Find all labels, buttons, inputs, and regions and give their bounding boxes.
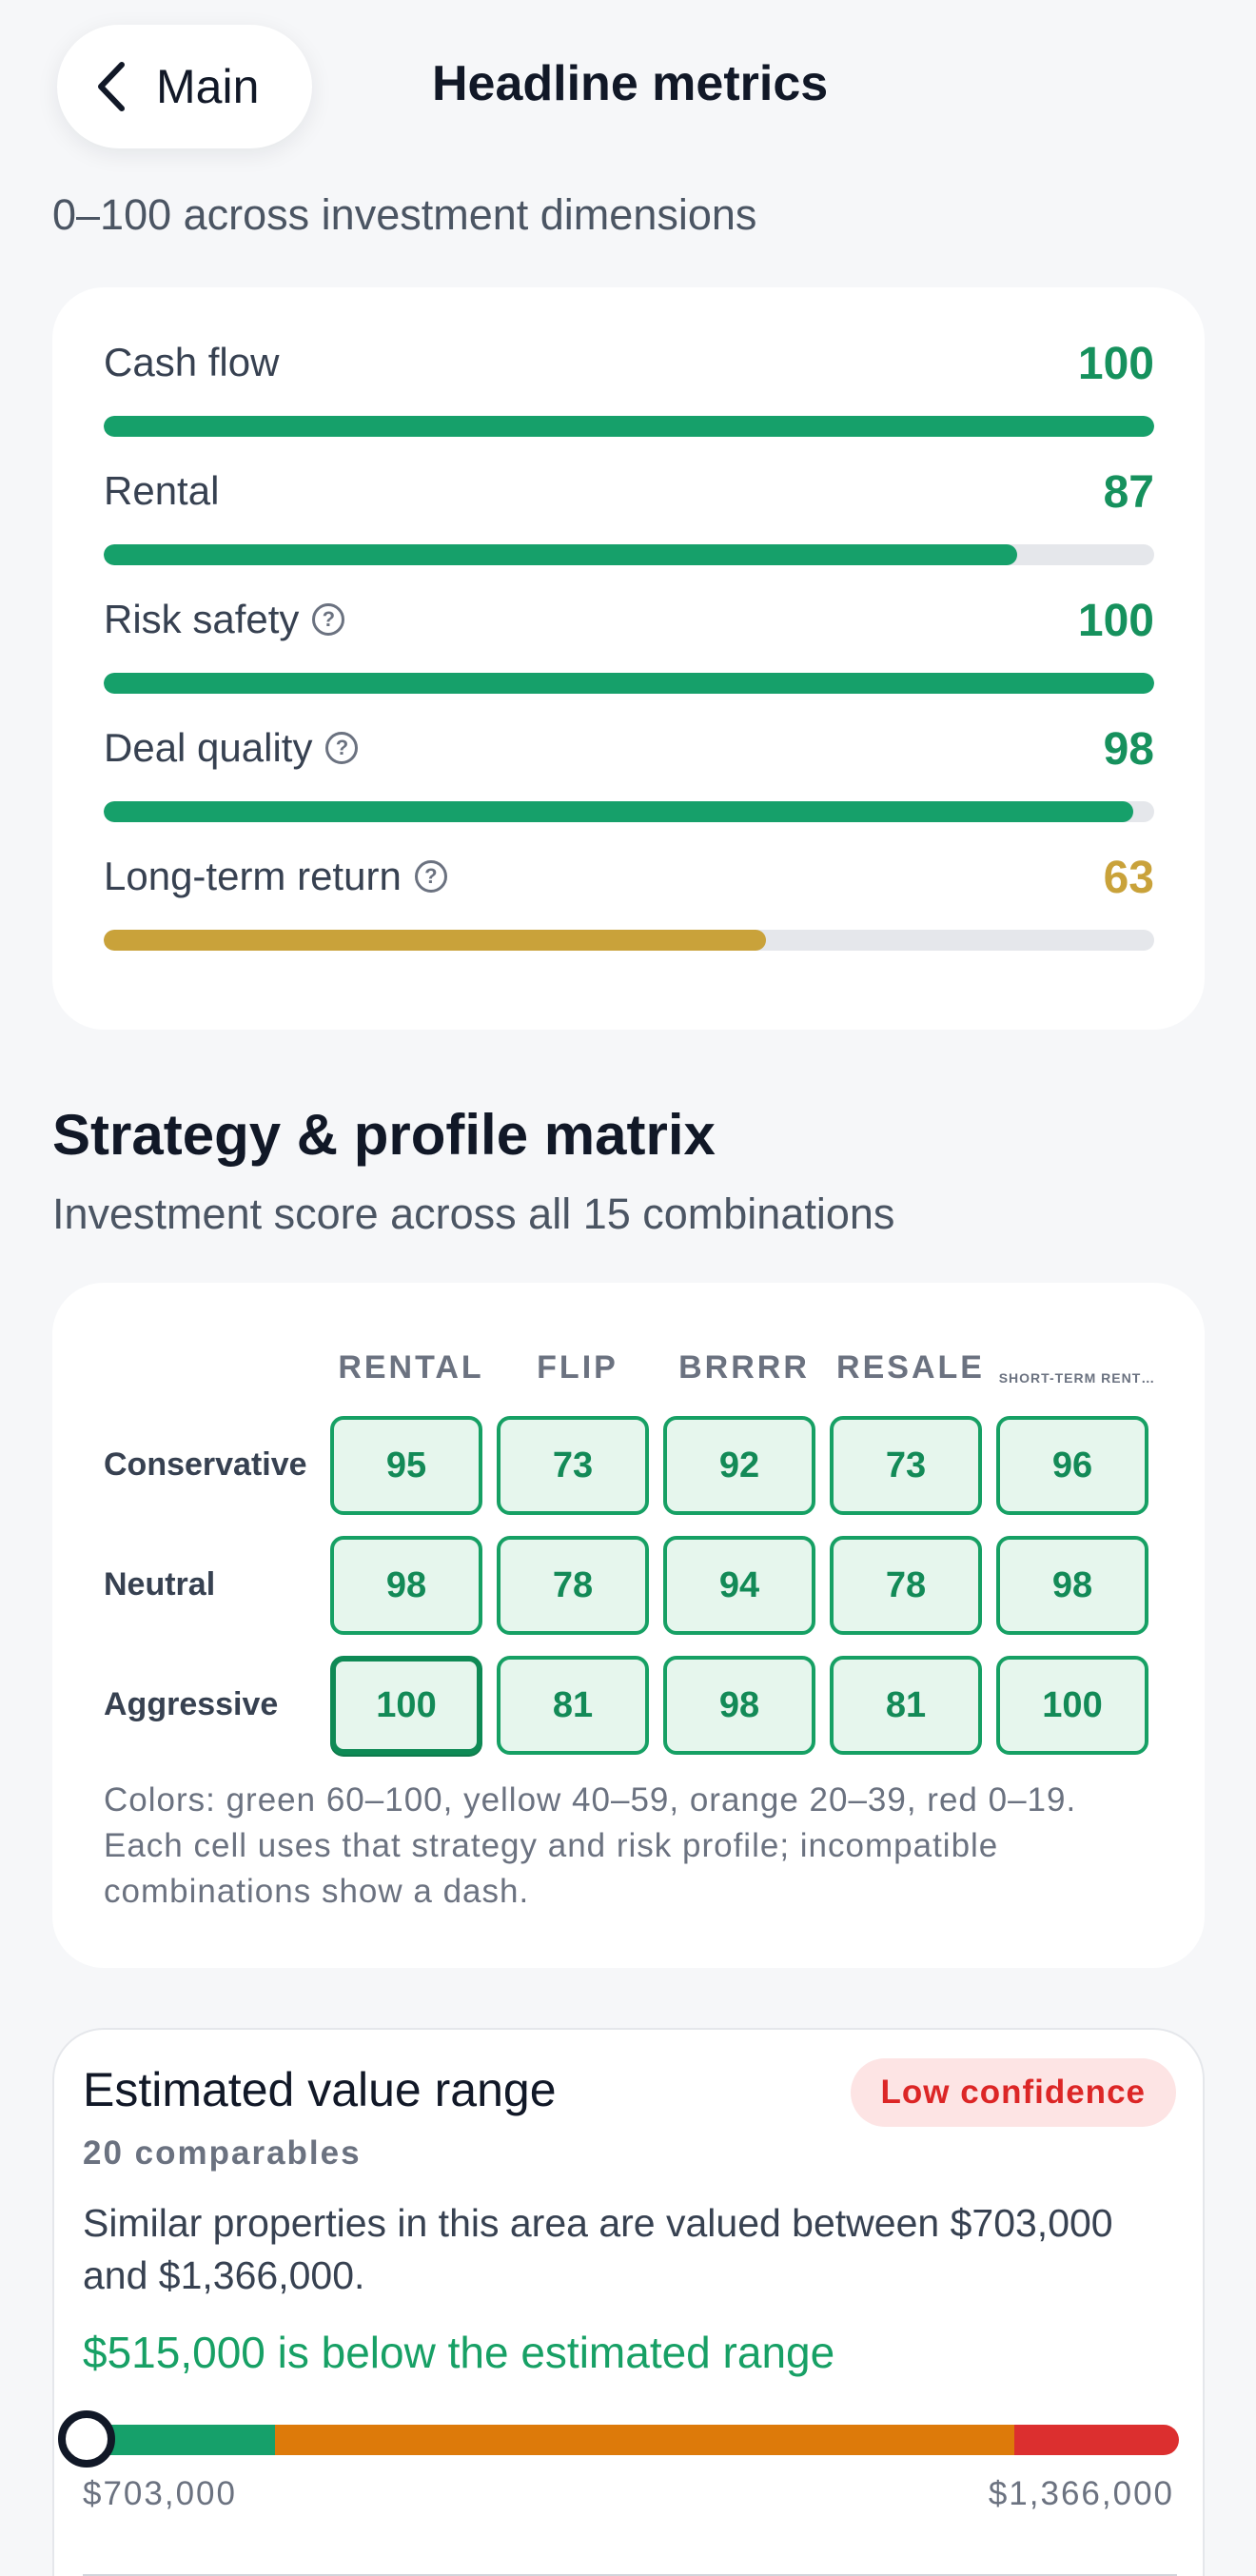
metric-value: 100 xyxy=(1077,596,1154,646)
page-subtitle: 0–100 across investment dimensions xyxy=(52,190,757,239)
metric-track xyxy=(104,416,1154,437)
matrix-title: Strategy & profile matrix xyxy=(52,1103,716,1167)
matrix-cell[interactable]: 98 xyxy=(663,1656,815,1755)
metric-name: Risk safety xyxy=(104,597,300,641)
value-range-title: Estimated value range xyxy=(83,2063,557,2116)
metric-name: Rental xyxy=(104,468,220,513)
confidence-badge: Low confidence xyxy=(850,2058,1176,2127)
matrix-cell[interactable]: 73 xyxy=(830,1416,982,1515)
range-segment xyxy=(274,2425,1015,2455)
matrix-legend-note: Colors: green 60–100, yellow 40–59, oran… xyxy=(104,1781,1077,1910)
metric-track xyxy=(104,801,1154,822)
metric-track xyxy=(104,930,1154,951)
matrix-cell[interactable]: 98 xyxy=(996,1536,1148,1635)
row-header-aggressive: Aggressive xyxy=(104,1686,279,1722)
metric-value: 87 xyxy=(1103,467,1154,518)
col-header-rental: RENTAL xyxy=(338,1349,484,1386)
back-button-label: Main xyxy=(156,60,260,113)
page-title: Headline metrics xyxy=(432,56,829,111)
matrix-cell[interactable]: 100 xyxy=(996,1656,1148,1755)
matrix-cell[interactable]: 92 xyxy=(663,1416,815,1515)
metric-track xyxy=(104,673,1154,694)
col-header-brrrr: BRRRR xyxy=(678,1349,810,1386)
matrix-cell[interactable]: 73 xyxy=(497,1416,649,1515)
matrix-cell[interactable]: 81 xyxy=(830,1656,982,1755)
metric-value: 98 xyxy=(1103,724,1154,775)
metric-fill xyxy=(104,930,766,951)
matrix-cell[interactable]: 81 xyxy=(497,1656,649,1755)
help-icon[interactable]: ? xyxy=(312,603,345,636)
help-icon[interactable]: ? xyxy=(325,732,359,764)
back-button[interactable]: Main xyxy=(57,25,312,148)
metric-fill xyxy=(104,801,1133,822)
metrics-card: Cash flow 100 Rental 87 Risk safety? 100… xyxy=(52,287,1205,1030)
metric-fill xyxy=(104,673,1154,694)
matrix-cell[interactable]: 100 xyxy=(330,1656,482,1755)
range-min-label: $703,000 xyxy=(83,2475,237,2512)
divider xyxy=(83,2574,1177,2576)
matrix-cell[interactable]: 94 xyxy=(663,1536,815,1635)
value-range-verdict: $515,000 is below the estimated range xyxy=(83,2328,835,2377)
matrix-cell[interactable]: 78 xyxy=(497,1536,649,1635)
range-max-label: $1,366,000 xyxy=(988,2475,1174,2512)
row-header-conservative: Conservative xyxy=(104,1446,307,1483)
metric-track xyxy=(104,544,1154,565)
value-range-bar xyxy=(83,2425,1179,2455)
col-header-flip: FLIP xyxy=(537,1349,618,1386)
matrix-cell[interactable]: 96 xyxy=(996,1416,1148,1515)
matrix-card: RENTAL FLIP BRRRR RESALE SHORT-TERM RENT… xyxy=(52,1283,1205,1968)
price-marker xyxy=(58,2410,115,2468)
col-header-short-term-rental: SHORT-TERM RENT… xyxy=(998,1370,1156,1386)
help-icon[interactable]: ? xyxy=(414,860,447,893)
matrix-subtitle: Investment score across all 15 combinati… xyxy=(52,1190,895,1238)
row-header-neutral: Neutral xyxy=(104,1566,216,1603)
comparables-count: 20 comparables xyxy=(83,2134,362,2172)
value-range-card: Estimated value range Low confidence 20 … xyxy=(52,2028,1205,2576)
matrix-cell[interactable]: 95 xyxy=(330,1416,482,1515)
range-segment xyxy=(1014,2425,1179,2455)
metric-name: Long-term return xyxy=(104,854,402,898)
metric-value: 100 xyxy=(1077,339,1154,389)
metric-value: 63 xyxy=(1103,853,1154,903)
chevron-left-icon xyxy=(98,62,125,111)
value-range-description: Similar properties in this area are valu… xyxy=(83,2201,1113,2297)
metric-name: Cash flow xyxy=(104,340,280,384)
metric-name: Deal quality xyxy=(104,725,313,770)
metric-fill xyxy=(104,416,1154,437)
matrix-cell[interactable]: 78 xyxy=(830,1536,982,1635)
col-header-resale: RESALE xyxy=(836,1349,985,1386)
metric-fill xyxy=(104,544,1018,565)
matrix-cell[interactable]: 98 xyxy=(330,1536,482,1635)
